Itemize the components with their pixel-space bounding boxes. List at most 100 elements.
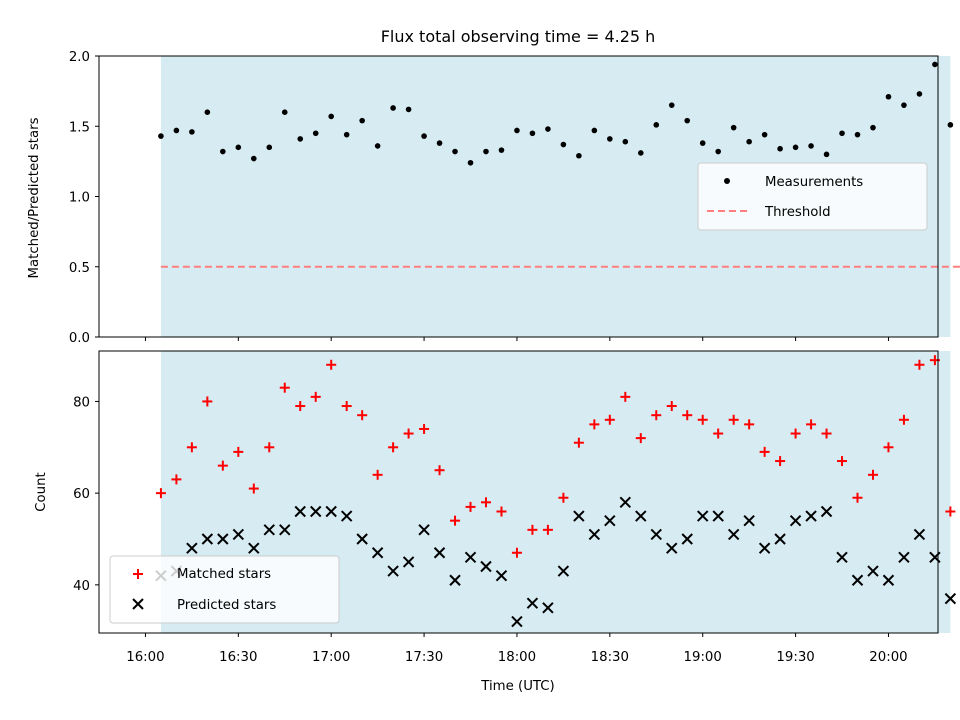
bottom-y-axis-label: Count: [34, 472, 49, 512]
matched-point: [898, 414, 909, 425]
matched-point: [775, 456, 786, 467]
matched-point: [171, 474, 182, 485]
matched-point: [604, 414, 615, 425]
measurement-point: [684, 117, 691, 124]
top-legend: Measurements Threshold: [697, 162, 928, 231]
predicted-point: [418, 524, 430, 536]
matched-point: [713, 428, 724, 439]
measurement-point: [854, 131, 861, 138]
measurement-point: [839, 130, 845, 137]
legend-matched-marker: [133, 569, 143, 579]
predicted-point: [604, 514, 616, 527]
measurement-point: [297, 136, 304, 142]
legend-matched-label: Matched stars: [177, 567, 271, 582]
matched-point: [728, 414, 739, 425]
matched-point: [496, 506, 507, 517]
predicted-point: [774, 533, 786, 545]
matched-point: [434, 465, 445, 476]
predicted-point: [464, 551, 477, 564]
predicted-point: [279, 524, 291, 536]
matched-point: [279, 382, 290, 393]
predicted-point: [449, 574, 461, 586]
predicted-point: [232, 528, 245, 541]
predicted-point: [789, 514, 802, 527]
measurement-point: [405, 106, 412, 113]
predicted-point: [526, 597, 539, 609]
predicted-point: [666, 542, 678, 554]
measurement-point: [916, 91, 923, 97]
top-y-axis-label: Matched/Predicted stars: [27, 117, 42, 278]
predicted-point: [588, 528, 601, 541]
matched-point: [806, 419, 817, 430]
measurement-point: [374, 143, 381, 149]
matched-point: [852, 492, 863, 503]
predicted-point: [480, 560, 492, 573]
axes-frame: [98, 350, 939, 634]
x-tick-label: 16:30: [219, 650, 257, 665]
matched-point: [682, 410, 693, 421]
measurement-point: [932, 61, 938, 68]
predicted-point: [867, 565, 879, 577]
bottom-legend: Matched stars Predicted stars: [109, 555, 340, 624]
measurement-point: [699, 140, 706, 146]
predicted-point: [851, 574, 864, 586]
predicted-point: [186, 542, 198, 554]
matched-point: [217, 460, 228, 471]
x-tick-label: 16:00: [126, 650, 164, 665]
predicted-point: [340, 510, 353, 522]
x-tick-label: 18:00: [498, 650, 536, 665]
matched-point: [573, 437, 584, 448]
measurement-point: [390, 105, 396, 111]
measurement-point: [653, 122, 660, 128]
matched-point: [620, 391, 631, 402]
y-tick-label: 60: [73, 487, 90, 502]
matched-point: [635, 433, 646, 444]
matched-point: [155, 488, 166, 499]
measurement-point: [514, 127, 520, 134]
predicted-point: [557, 565, 570, 577]
x-tick-label: 19:30: [776, 650, 814, 665]
measurement-point: [808, 143, 814, 149]
bottom-axes: 40 60 80 16:00 16:30 17:00 17:30 18:00 18:30 19:0…: [73, 350, 957, 665]
legend-threshold-label: Threshold: [764, 205, 831, 220]
measurement-point: [173, 127, 180, 134]
predicted-point: [402, 556, 415, 568]
measurement-point: [637, 150, 644, 156]
x-axis-label: Time (UTC): [480, 679, 555, 694]
predicted-point: [310, 505, 322, 518]
predicted-point: [356, 533, 368, 545]
predicted-point: [217, 533, 229, 545]
measurement-point: [715, 148, 721, 155]
predicted-point: [882, 574, 895, 586]
matched-point: [310, 391, 321, 402]
y-tick-label: 1.0: [69, 191, 90, 206]
predicted-point: [511, 615, 523, 628]
matched-point: [589, 419, 600, 430]
predicted-point: [712, 510, 724, 522]
measurement-point: [529, 130, 536, 137]
y-tick-label: 0.0: [69, 331, 90, 346]
measurement-point: [452, 148, 458, 155]
predicted-point: [820, 505, 833, 518]
measurement-point: [189, 129, 195, 135]
matched-point: [233, 446, 244, 457]
matched-point: [388, 442, 399, 453]
x-tick-label: 20:00: [869, 650, 907, 665]
legend-measurements-marker: [724, 178, 730, 184]
measurement-point: [266, 144, 273, 151]
measurement-point: [436, 140, 443, 146]
x-tick-label: 17:30: [405, 650, 443, 665]
predicted-point: [635, 510, 647, 522]
matched-point: [821, 428, 832, 439]
matched-point: [914, 359, 925, 370]
measurement-point: [204, 109, 211, 115]
measurement-point: [947, 122, 954, 128]
matched-point: [480, 497, 491, 508]
matched-point: [465, 501, 476, 512]
predicted-point: [433, 547, 446, 559]
legend-predicted-marker: [132, 598, 144, 610]
matched-point: [248, 483, 259, 494]
predicted-point: [542, 602, 554, 614]
measurement-point: [467, 159, 474, 166]
